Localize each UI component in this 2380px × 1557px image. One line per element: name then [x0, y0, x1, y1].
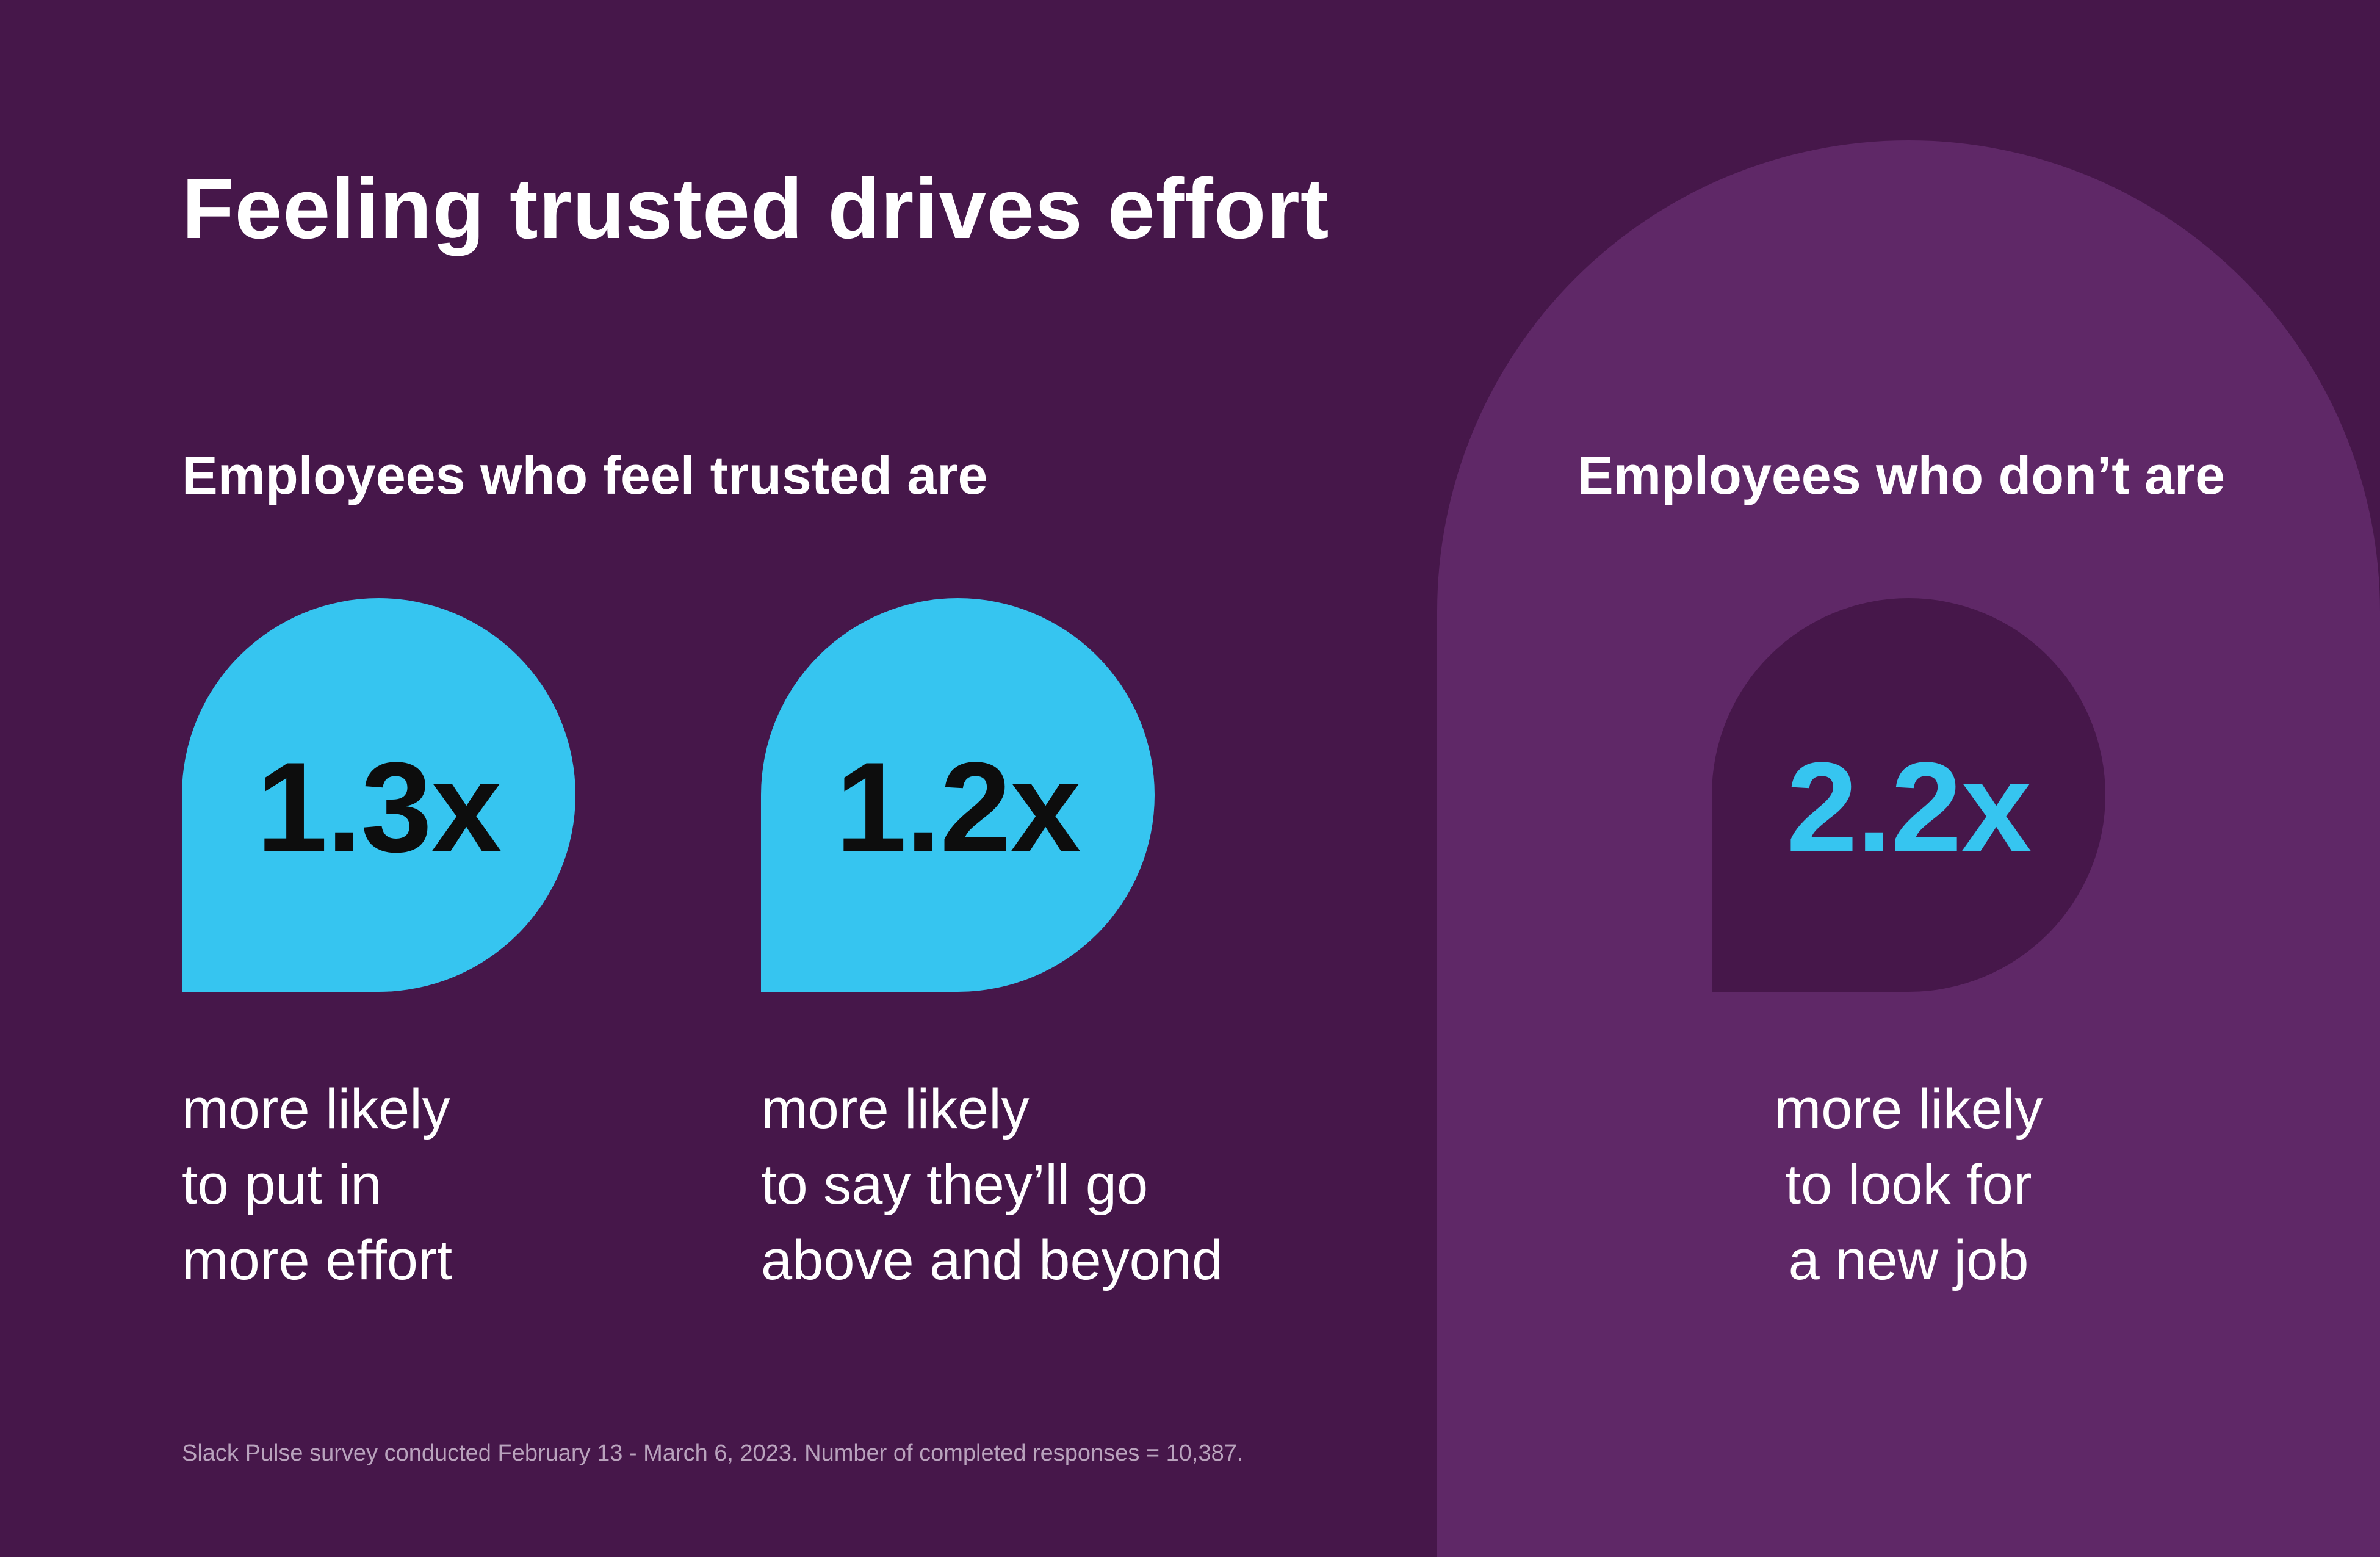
stat-value-effort: 1.3x: [256, 735, 502, 879]
stat-description-line: more likely: [1774, 1078, 2043, 1140]
stat-description-line: more effort: [182, 1229, 453, 1291]
stat-description-above-beyond: more likely to say they’ll go above and …: [761, 1071, 1223, 1298]
stat-description-effort: more likely to put in more effort: [182, 1071, 452, 1298]
trusted-group-heading: Employees who feel trusted are: [182, 445, 988, 505]
survey-footnote: Slack Pulse survey conducted February 13…: [182, 1440, 1244, 1466]
stat-bubble-effort: 1.3x: [182, 598, 575, 992]
page-title: Feeling trusted drives effort: [182, 161, 1330, 256]
stat-description-line: a new job: [1788, 1229, 2029, 1291]
stat-description-line: to look for: [1785, 1154, 2032, 1216]
stat-bubble-above-beyond: 1.2x: [761, 598, 1155, 992]
stat-description-line: more likely: [761, 1078, 1030, 1140]
dont-group-heading: Employees who don’t are: [1578, 445, 2226, 505]
stat-description-new-job: more likely to look for a new job: [1712, 1071, 2105, 1298]
stat-description-line: more likely: [182, 1078, 450, 1140]
stat-description-line: above and beyond: [761, 1229, 1224, 1291]
stat-value-new-job: 2.2x: [1786, 735, 2032, 879]
stat-bubble-new-job: 2.2x: [1712, 598, 2105, 992]
stat-description-line: to put in: [182, 1154, 382, 1216]
stat-description-line: to say they’ll go: [761, 1154, 1149, 1216]
stat-value-above-beyond: 1.2x: [835, 735, 1081, 879]
